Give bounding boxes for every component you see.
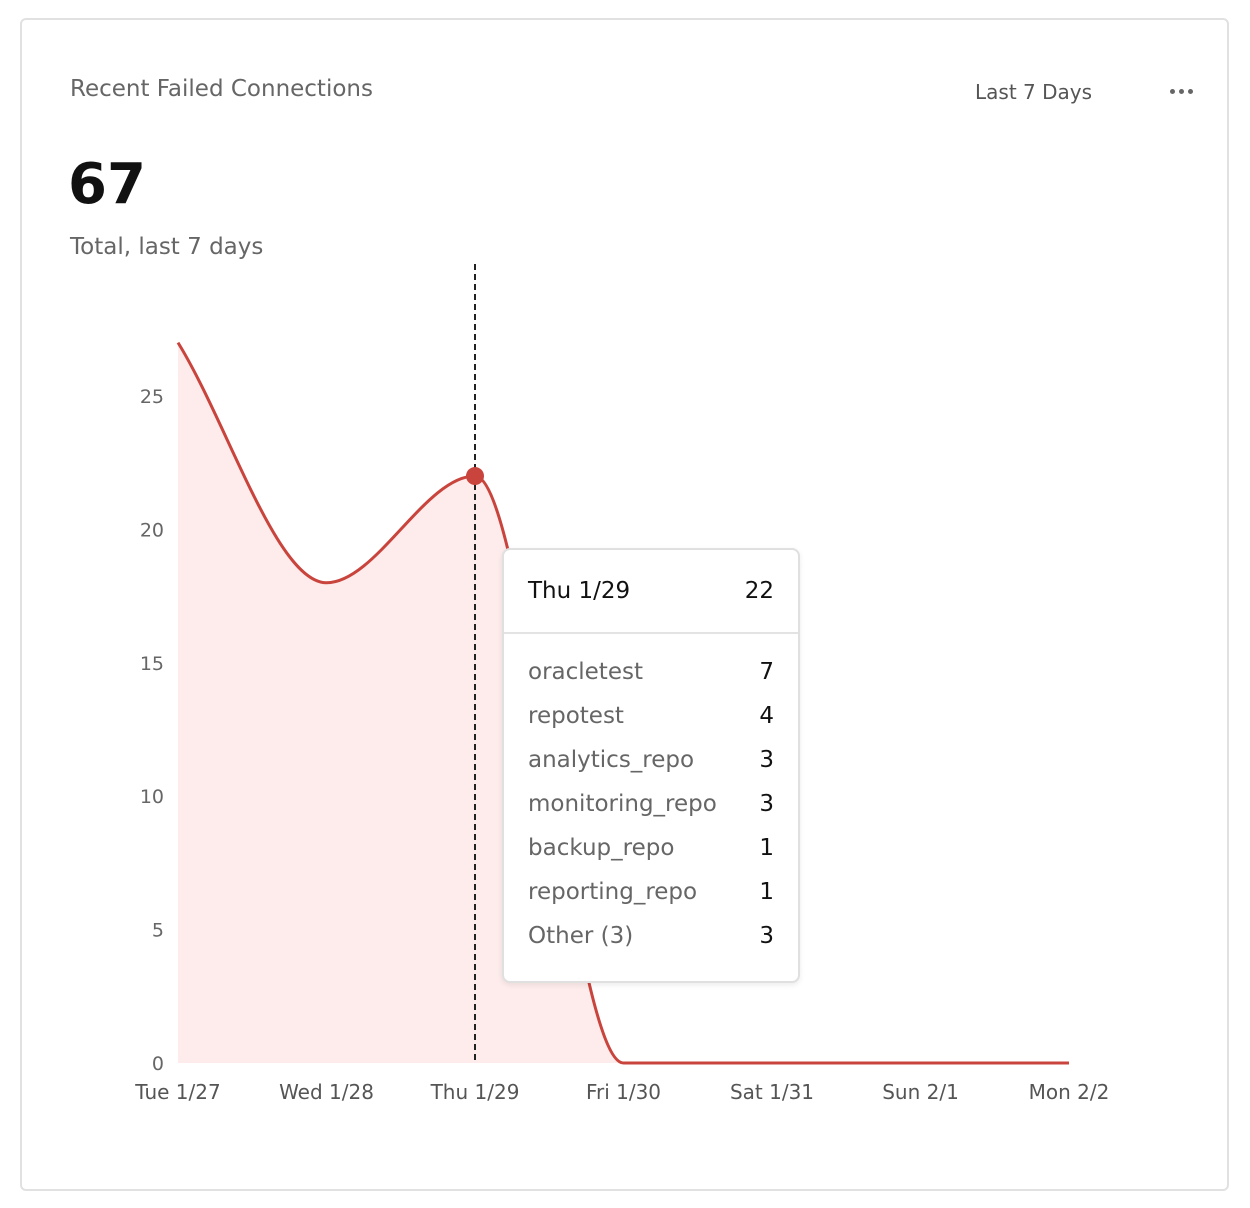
x-tick-label: Sat 1/31 bbox=[730, 1080, 814, 1104]
x-tick-label: Fri 1/30 bbox=[586, 1080, 661, 1104]
tooltip-row-name: Other (3) bbox=[528, 923, 634, 949]
tooltip-row: reporting_repo 1 bbox=[528, 870, 774, 914]
tooltip-row: oracletest 7 bbox=[528, 650, 774, 694]
hover-point[interactable] bbox=[466, 467, 484, 486]
tooltip-date: Thu 1/29 bbox=[528, 578, 631, 604]
y-tick-label: 5 bbox=[152, 920, 164, 942]
tooltip-row: monitoring_repo 3 bbox=[528, 782, 774, 826]
tooltip-row-name: oracletest bbox=[528, 659, 643, 685]
y-axis: 0 5 10 15 20 25 bbox=[140, 386, 164, 1075]
tooltip-row-name: analytics_repo bbox=[528, 747, 695, 773]
tooltip-header: Thu 1/29 22 bbox=[504, 550, 798, 634]
tooltip-row-name: backup_repo bbox=[528, 835, 675, 861]
y-tick-label: 25 bbox=[140, 386, 164, 408]
x-tick-label: Wed 1/28 bbox=[279, 1080, 374, 1104]
hover-tooltip: Thu 1/29 22 oracletest 7 repotest 4 analyt… bbox=[502, 548, 800, 983]
tooltip-row-value: 1 bbox=[759, 835, 774, 861]
tooltip-row-value: 7 bbox=[759, 659, 774, 685]
ellipsis-icon bbox=[1169, 88, 1175, 94]
tooltip-row-name: monitoring_repo bbox=[528, 791, 717, 817]
x-tick-label: Tue 1/27 bbox=[134, 1080, 220, 1104]
tooltip-row-value: 3 bbox=[759, 923, 774, 949]
card-title: Recent Failed Connections bbox=[70, 76, 373, 102]
tooltip-rows: oracletest 7 repotest 4 analytics_repo 3 mo… bbox=[504, 634, 798, 958]
ellipsis-icon bbox=[1187, 88, 1193, 94]
more-options-button[interactable] bbox=[1162, 78, 1200, 104]
total-caption: Total, last 7 days bbox=[70, 234, 264, 260]
tooltip-row-value: 1 bbox=[759, 879, 774, 905]
tooltip-row: backup_repo 1 bbox=[528, 826, 774, 870]
tooltip-row-value: 4 bbox=[759, 703, 774, 729]
y-tick-label: 15 bbox=[140, 653, 164, 675]
x-tick-label: Sun 2/1 bbox=[882, 1080, 959, 1104]
tooltip-total: 22 bbox=[744, 578, 774, 604]
x-tick-label: Mon 2/2 bbox=[1029, 1080, 1110, 1104]
tooltip-row: analytics_repo 3 bbox=[528, 738, 774, 782]
total-count: 67 bbox=[68, 152, 146, 217]
x-tick-label: Thu 1/29 bbox=[430, 1080, 520, 1104]
x-axis: Tue 1/27 Wed 1/28 Thu 1/29 Fri 1/30 Sat 1/31… bbox=[134, 1080, 1109, 1104]
tooltip-row-value: 3 bbox=[759, 791, 774, 817]
y-tick-label: 20 bbox=[140, 519, 164, 541]
tooltip-row-value: 3 bbox=[759, 747, 774, 773]
ellipsis-icon bbox=[1178, 88, 1184, 94]
tooltip-row: Other (3) 3 bbox=[528, 914, 774, 958]
date-range-selector[interactable]: Last 7 Days bbox=[975, 80, 1093, 104]
tooltip-row-name: repotest bbox=[528, 703, 624, 729]
y-tick-label: 10 bbox=[140, 786, 164, 808]
tooltip-row: repotest 4 bbox=[528, 694, 774, 738]
tooltip-row-name: reporting_repo bbox=[528, 879, 698, 905]
y-tick-label: 0 bbox=[152, 1053, 164, 1075]
